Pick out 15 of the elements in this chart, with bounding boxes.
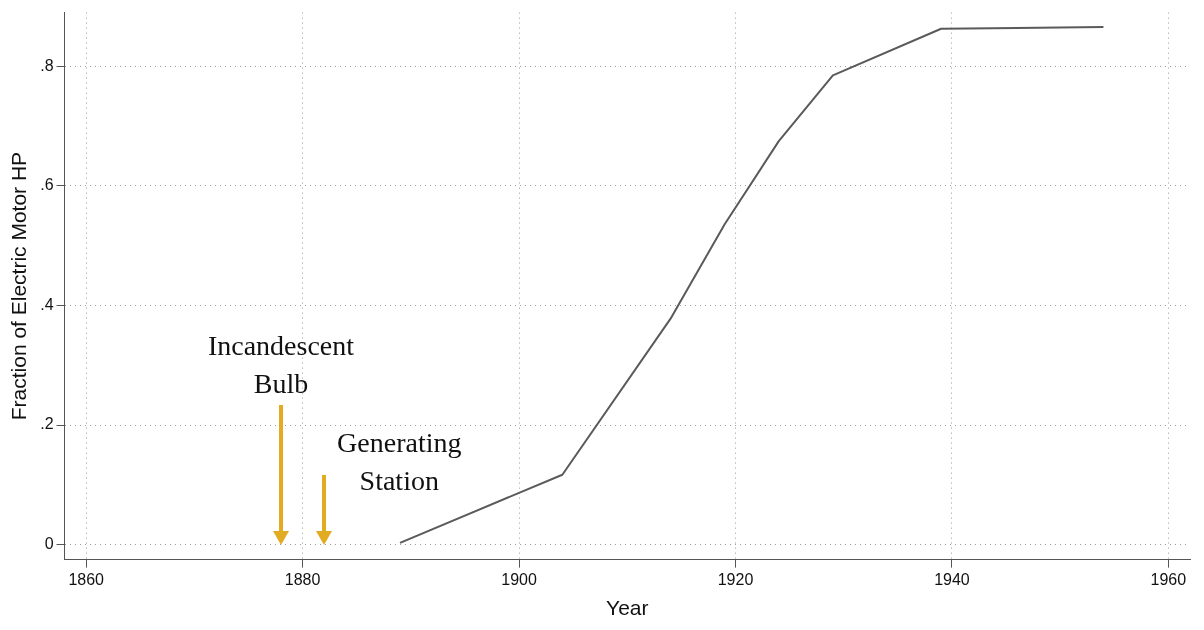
x-tick-label: 1940: [934, 570, 970, 588]
y-tick-label: 0: [44, 535, 54, 553]
x-tick-label: 1960: [1150, 570, 1187, 588]
x-axis-title: Year: [606, 596, 649, 620]
y-tick-label: .4: [40, 295, 54, 313]
x-tick-label: 1900: [501, 570, 537, 588]
y-axis-title: Fraction of Electric Motor HP: [7, 151, 31, 421]
y-tick-label: .8: [40, 56, 54, 74]
x-tick-label: 1860: [68, 570, 105, 588]
y-tick-label: .2: [40, 415, 54, 433]
ref-line-label: Generating Station: [337, 426, 462, 496]
x-tick-label: 1920: [717, 570, 754, 588]
ref-line-label: Incandescent Bulb: [207, 329, 355, 399]
y-tick-label: .6: [40, 176, 54, 194]
x-tick-label: 1880: [284, 570, 321, 588]
